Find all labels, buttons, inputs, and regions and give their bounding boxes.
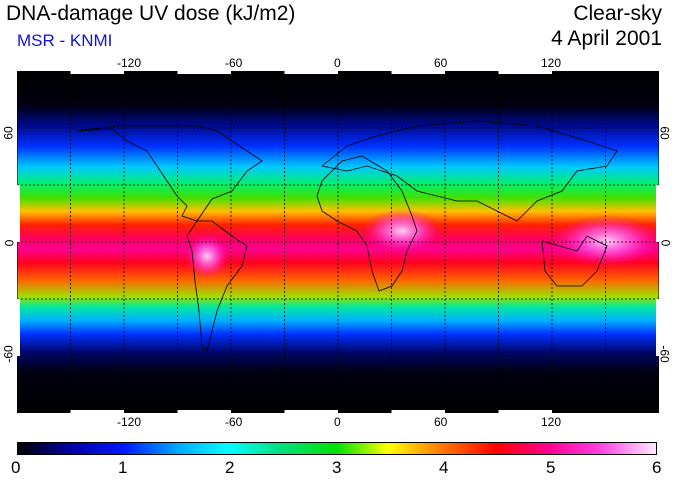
coast-south-america bbox=[186, 220, 248, 352]
uv-hotspot-south-america bbox=[185, 234, 229, 278]
gridlines bbox=[17, 71, 659, 413]
lat-tick-left: 0 bbox=[2, 239, 17, 247]
lon-tick-bottom: 120 bbox=[541, 415, 562, 429]
map-frame bbox=[17, 71, 659, 413]
lon-tick-bottom: -120 bbox=[117, 415, 142, 429]
map-title: DNA-damage UV dose (kJ/m2) bbox=[6, 2, 296, 25]
coast-africa bbox=[316, 155, 418, 292]
colorbar bbox=[17, 442, 657, 455]
colorbar-label: 3 bbox=[332, 458, 342, 477]
uv-dose-map bbox=[17, 71, 659, 413]
lat-tick-right: -60 bbox=[657, 345, 672, 363]
colorbar-label: 1 bbox=[118, 458, 128, 477]
colorbar-label: 2 bbox=[225, 458, 235, 477]
uv-hotspot-africa bbox=[362, 209, 442, 253]
lon-tick-top: 60 bbox=[434, 56, 448, 70]
coastlines bbox=[76, 120, 618, 352]
colorbar-label: 6 bbox=[652, 458, 662, 477]
colorbar-label: 4 bbox=[439, 458, 449, 477]
lat-tick-left: 60 bbox=[1, 126, 16, 140]
lon-tick-top: 120 bbox=[541, 56, 562, 70]
date-label: 4 April 2001 bbox=[551, 27, 662, 50]
lon-tick-top: -120 bbox=[117, 56, 142, 70]
lat-tick-right: 0 bbox=[658, 239, 673, 247]
source-label: MSR - KNMI bbox=[17, 31, 113, 50]
colorbar-label: 5 bbox=[546, 458, 556, 477]
lat-tick-left: -60 bbox=[1, 345, 16, 363]
coast-australia bbox=[541, 235, 608, 287]
lon-tick-bottom: -60 bbox=[225, 415, 243, 429]
lon-tick-top: 0 bbox=[334, 56, 341, 70]
coast-eurasia bbox=[321, 120, 618, 222]
lon-tick-top: -60 bbox=[225, 56, 243, 70]
lon-tick-bottom: 60 bbox=[434, 415, 448, 429]
lat-tick-right: 60 bbox=[657, 126, 672, 140]
coast-north-america bbox=[76, 125, 263, 222]
colorbar-label: 0 bbox=[11, 458, 21, 477]
lon-tick-bottom: 0 bbox=[334, 415, 341, 429]
sky-condition-label: Clear-sky bbox=[573, 2, 662, 25]
